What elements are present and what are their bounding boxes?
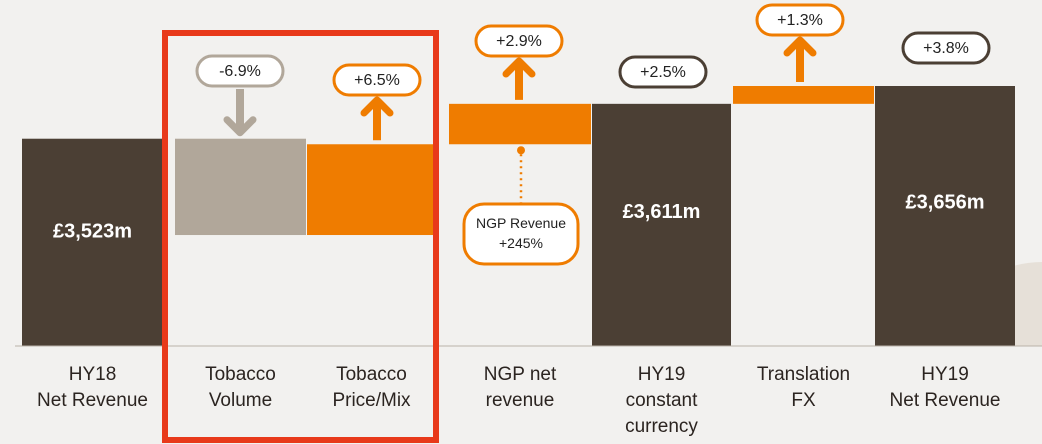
annotation-line-1: +245% bbox=[499, 235, 543, 251]
change-pill-label-3: +2.9% bbox=[496, 33, 542, 50]
category-label-5-1: FX bbox=[791, 390, 816, 411]
labels-layer: £3,523m £3,611m £3,656m bbox=[53, 191, 984, 242]
change-pill-label-1: -6.9% bbox=[219, 63, 261, 80]
bar-5 bbox=[733, 86, 874, 104]
bar-value-label-0: £3,523m bbox=[53, 220, 132, 242]
change-pill-label-5: +1.3% bbox=[777, 12, 823, 29]
category-labels: HY18 Net Revenue Tobacco Volume Tobacco Price… bbox=[37, 364, 1000, 437]
bar-1 bbox=[175, 138, 306, 236]
highlight-box bbox=[162, 30, 439, 443]
ngp-annotation: NGP Revenue +245% bbox=[462, 146, 580, 266]
up-arrow-head bbox=[783, 36, 817, 57]
change-pill-3 bbox=[474, 24, 564, 58]
change-pill-1 bbox=[195, 54, 285, 88]
category-label-1-1: Volume bbox=[209, 390, 272, 411]
down-arrow-head bbox=[223, 116, 257, 137]
category-label-4-0: HY19 bbox=[638, 364, 686, 385]
category-label-0-1: Net Revenue bbox=[37, 390, 148, 411]
category-label-6-1: Net Revenue bbox=[890, 390, 1001, 411]
category-label-1-0: Tobacco bbox=[205, 364, 276, 385]
bar-value-label-4: £3,611m bbox=[623, 201, 701, 223]
bar-4 bbox=[592, 103, 731, 347]
change-pills: -6.9% +6.5% +2.9% +2.5% +1.3% +3.8% bbox=[195, 3, 991, 141]
up-arrow-head bbox=[502, 57, 536, 78]
category-label-3-1: revenue bbox=[486, 390, 555, 411]
annotation-bubble bbox=[462, 202, 580, 266]
bar-2 bbox=[307, 144, 436, 236]
category-label-2-0: Tobacco bbox=[336, 364, 407, 385]
change-pill-5 bbox=[755, 3, 845, 37]
bar-6 bbox=[875, 86, 1015, 346]
bar-value-label-6: £3,656m bbox=[906, 191, 985, 213]
category-label-3-0: NGP net bbox=[484, 364, 557, 385]
bars-layer bbox=[22, 86, 1015, 347]
category-label-0-0: HY18 bbox=[69, 364, 117, 385]
bar-3 bbox=[449, 103, 591, 145]
category-label-4-2: currency bbox=[625, 416, 698, 437]
change-pill-label-2: +6.5% bbox=[354, 72, 400, 89]
up-arrow-head bbox=[360, 96, 394, 117]
change-pill-6 bbox=[901, 31, 991, 65]
annotation-dot bbox=[517, 146, 525, 155]
change-pill-label-4: +2.5% bbox=[640, 64, 686, 81]
category-label-4-1: constant bbox=[626, 390, 699, 411]
bar-0 bbox=[22, 138, 163, 346]
annotation-line-0: NGP Revenue bbox=[476, 215, 566, 231]
change-pill-4 bbox=[618, 55, 708, 89]
category-label-2-1: Price/Mix bbox=[332, 390, 411, 411]
change-pill-2 bbox=[332, 63, 422, 97]
category-label-6-0: HY19 bbox=[921, 364, 969, 385]
change-pill-label-6: +3.8% bbox=[923, 40, 969, 57]
category-label-5-0: Translation bbox=[757, 364, 850, 385]
